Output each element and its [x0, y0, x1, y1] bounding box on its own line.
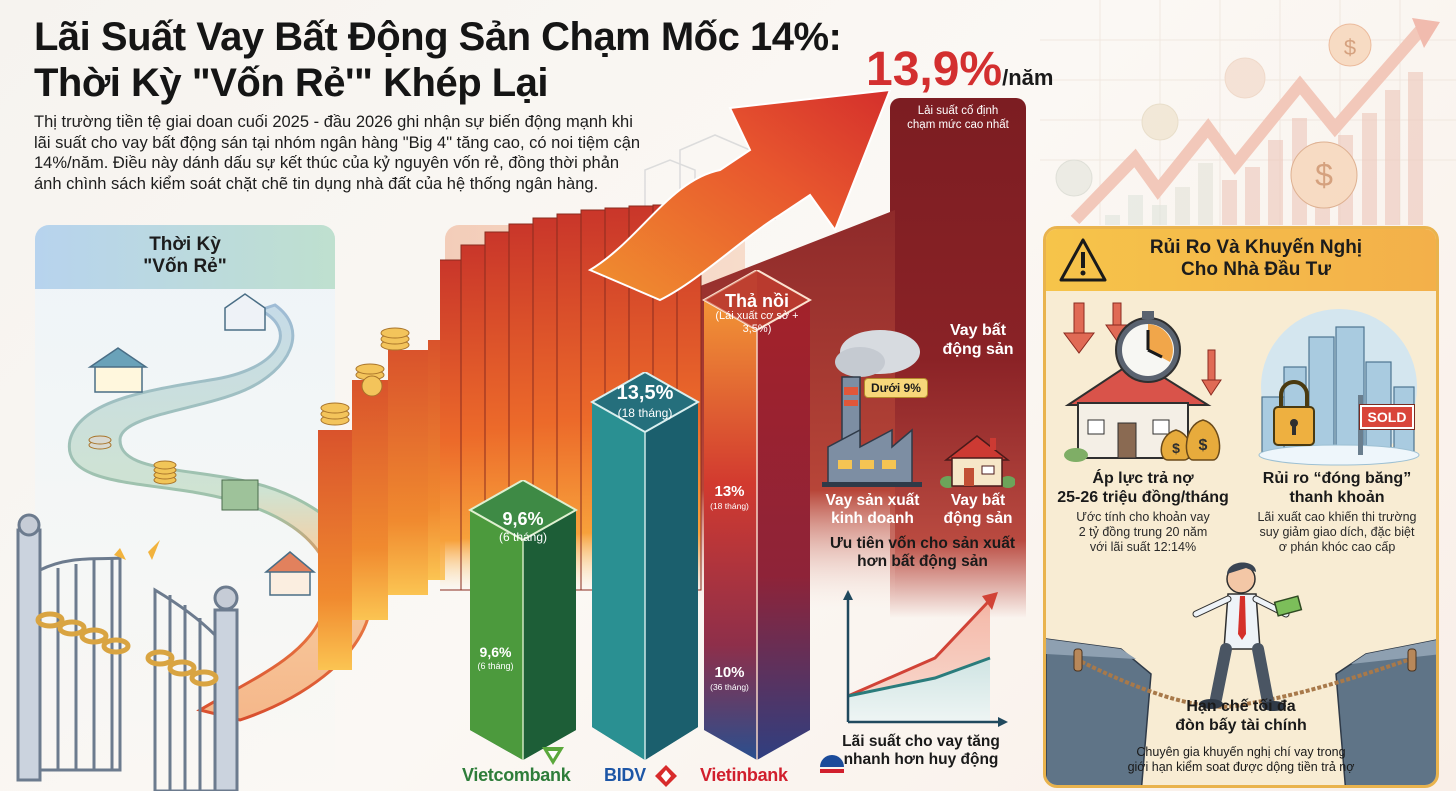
vietcombank-bar[interactable] — [468, 480, 578, 765]
re-top-1: Vay bất — [949, 322, 1007, 339]
vietinbank-name: Vietinbank — [700, 765, 788, 785]
vcb-inner-rate: 9,6% — [479, 644, 512, 660]
vtb-inner1-term: (18 tháng) — [710, 501, 749, 511]
vietinbank-bar[interactable] — [702, 270, 812, 762]
factory-icon — [822, 330, 922, 487]
vtb-inner1-rate: 13% — [714, 483, 745, 500]
risk-debt-pressure: Áp lực trả nợ 25-26 triệu đồng/tháng Ước… — [1048, 469, 1238, 555]
mini-caption-2: nhanh hơn huy động — [843, 751, 999, 768]
vietcombank-emblem-icon — [542, 747, 564, 765]
vietinbank-top-label: Thả nồi (Lái xuất cơ sở + 3,5%) — [702, 292, 812, 336]
caption-line-1: Lải suất cố định — [917, 105, 999, 117]
recommendation-title: Hạn chế tối đa đòn bấy tài chính — [1046, 697, 1436, 735]
bidv-name: BIDV — [604, 765, 646, 785]
vietcombank-top-label: 9,6% (6 tháng) — [468, 510, 578, 546]
highest-rate-unit: /năm — [1002, 65, 1054, 90]
bidv-top-term: (18 tháng) — [617, 406, 673, 420]
risk-panel-header: Rủi Ro Và Khuyến Nghị Cho Nhà Đầu Tư — [1046, 229, 1436, 291]
priority-caption-2: hơn bất động sản — [857, 553, 988, 570]
risk-frozen-liquidity: Rủi ro “đóng băng” thanh khoản Lãi xuất … — [1242, 469, 1432, 555]
svg-text:$: $ — [1315, 157, 1333, 193]
bidv-top-rate: 13,5% — [616, 382, 674, 404]
risk1-title-1: Áp lực trả nợ — [1092, 470, 1194, 487]
risk1-desc-2: 2 tỷ đồng trung 20 năm — [1078, 525, 1208, 539]
risk-title-2: Cho Nhà Đầu Tư — [1181, 259, 1331, 280]
priority-caption-1: Ưu tiên vốn cho sản xuất — [829, 535, 1016, 552]
recommendation-desc: Chuyên gia khuyến nghị chí vay trong giớ… — [1046, 745, 1436, 775]
cheap-capital-header: Thời Kỳ "Vốn Rẻ" — [35, 225, 335, 289]
lending-vs-deposit-chart — [843, 590, 1008, 727]
rec-desc-2: giới hạn kiểm soat được dộng tiền trả nợ — [1127, 760, 1355, 774]
prod-label-2: kinh doanh — [831, 510, 914, 527]
bidv-emblem-icon — [655, 765, 677, 787]
highest-rate-caption: Lải suất cố định chạm mức cao nhất — [892, 104, 1024, 132]
vietinbank-inner-label-2: 10% (36 tháng) — [702, 665, 757, 695]
risk2-title-2: thanh khoản — [1289, 489, 1385, 506]
bidv-logo: BIDV — [604, 765, 646, 786]
page-title: Lãi Suất Vay Bất Động Sản Chạm Mốc 14%: … — [34, 14, 854, 106]
re-label-1: Vay bất — [950, 492, 1006, 509]
warning-icon — [1059, 238, 1107, 282]
vtb-top-rate: Thả nồi — [725, 291, 789, 311]
caption-line-2: chạm mức cao nhất — [907, 119, 1009, 131]
rec-title-1: Hạn chế tối đa — [1186, 698, 1296, 715]
re-top-2: động sản — [942, 341, 1014, 358]
vietcombank-inner-label: 9,6% (6 tháng) — [468, 645, 523, 673]
risk2-desc: Lãi xuất cao khiến thi trường suy giảm g… — [1242, 510, 1432, 555]
cheap-capital-title-2: "Vốn Rẻ" — [143, 256, 227, 277]
real-estate-loan-top-label: Vay bất động sản — [938, 321, 1018, 359]
house-icon — [940, 435, 1015, 488]
sold-sign: SOLD — [1359, 404, 1415, 430]
vcb-top-rate: 9,6% — [502, 509, 544, 529]
risk-title-1: Rủi Ro Và Khuyến Nghị — [1149, 237, 1363, 258]
priority-caption: Ưu tiên vốn cho sản xuất hơn bất động sả… — [815, 535, 1030, 571]
risk2-desc-3: ơ phán khóc cao cấp — [1278, 540, 1396, 554]
winding-road-illustration — [16, 293, 445, 791]
title-line-2: Thời Kỳ "Vốn Rẻ'" Khép Lại — [34, 61, 549, 105]
vtb-inner2-term: (36 tháng) — [710, 682, 749, 692]
risk1-desc-1: Ước tính cho khoản vay — [1076, 510, 1210, 524]
bidv-bar[interactable] — [590, 372, 700, 762]
re-label-2: động sản — [943, 510, 1013, 527]
vcb-top-term: (6 tháng) — [498, 530, 548, 544]
risk2-title-1: Rủi ro “đóng băng” — [1262, 470, 1412, 487]
rec-title-2: đòn bấy tài chính — [1175, 717, 1307, 734]
svg-text:$: $ — [1172, 440, 1180, 456]
risk2-desc-2: suy giảm giao dích, đặc biệt — [1259, 525, 1415, 539]
mini-chart-caption: Lãi suất cho vay tăng nhanh hơn huy động — [826, 733, 1016, 769]
vietcombank-name: Vietcombank — [462, 765, 571, 785]
vtb-inner2-rate: 10% — [714, 664, 745, 681]
debt-pressure-house-clock-icon: $ $ — [1063, 302, 1222, 462]
vcb-inner-term: (6 tháng) — [477, 661, 514, 671]
vietinbank-inner-label-1: 13% (18 tháng) — [702, 484, 757, 514]
svg-text:$: $ — [1344, 35, 1356, 60]
risk1-desc-3: với lãi suất 12:14% — [1089, 540, 1197, 554]
background-growth-chart: $ $ — [1040, 0, 1456, 225]
risk1-desc: Ước tính cho khoản vay 2 tỷ đồng trung 2… — [1048, 510, 1238, 555]
highest-rate-number: 13,9% — [866, 43, 1003, 96]
risk2-desc-1: Lãi xuất cao khiến thi trường — [1257, 510, 1417, 524]
svg-text:$: $ — [1199, 437, 1208, 454]
under-9-bubble: Dưới 9% — [864, 378, 928, 398]
vietinbank-emblem-icon — [820, 755, 844, 773]
lead-paragraph: Thị trường tiền tệ giai doan cuối 2025 -… — [34, 113, 641, 193]
title-line-1: Lãi Suất Vay Bất Động Sản Chạm Mốc 14%: — [34, 15, 842, 59]
mini-caption-1: Lãi suất cho vay tăng — [842, 733, 1000, 750]
highest-rate-value: 13,9%/năm — [866, 42, 1053, 106]
cheap-capital-title-1: Thời Kỳ — [149, 234, 221, 255]
rec-desc-1: Chuyên gia khuyến nghị chí vay trong — [1136, 745, 1346, 759]
production-loan-label: Vay sản xuất kinh doanh — [820, 492, 925, 528]
bidv-top-label: 13,5% (18 tháng) — [590, 383, 700, 423]
risk1-title-2: 25-26 triệu đồng/tháng — [1057, 489, 1229, 506]
vietcombank-logo: Vietcombank — [462, 765, 571, 786]
frozen-liquidity-city-lock-icon — [1258, 309, 1420, 466]
risk-recommendation-panel: Rủi Ro Và Khuyến Nghị Cho Nhà Đầu Tư $ $ — [1043, 226, 1439, 788]
prod-label-1: Vay sản xuất — [825, 492, 920, 509]
real-estate-loan-label: Vay bất động sản — [938, 492, 1018, 528]
vtb-top-term: (Lái xuất cơ sở + 3,5%) — [715, 310, 799, 335]
tightrope-businessman-icon — [1046, 562, 1436, 785]
vietinbank-logo: Vietinbank — [700, 765, 788, 786]
